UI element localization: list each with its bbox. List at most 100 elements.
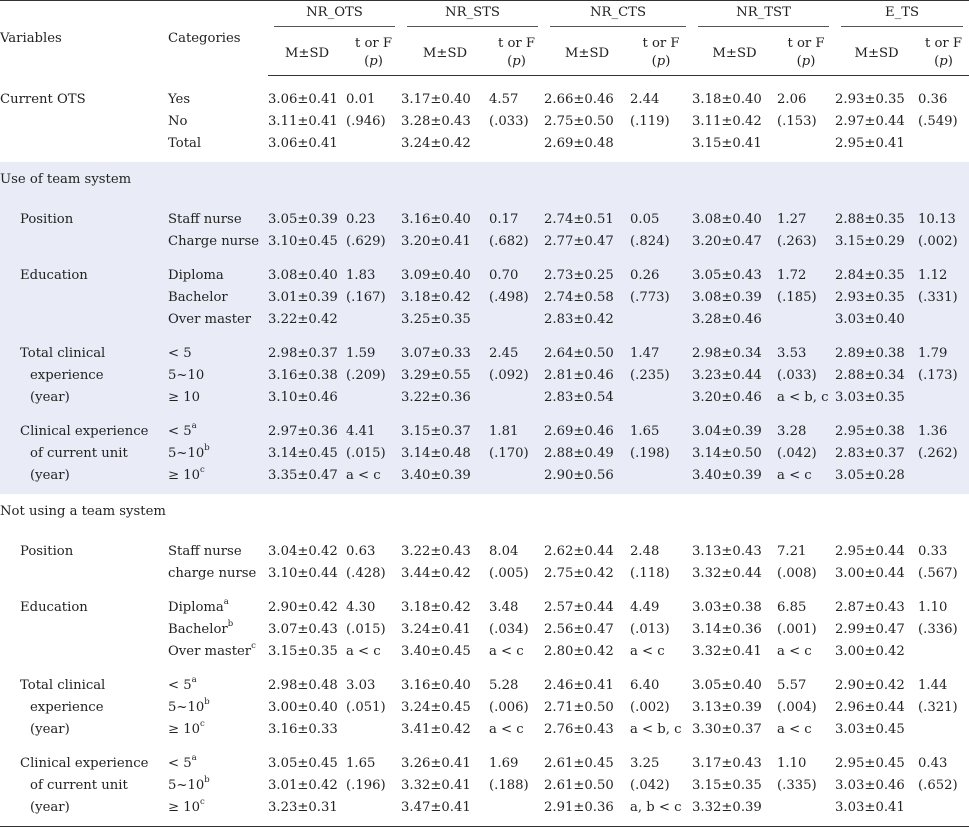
category-label: < 5 [168, 345, 192, 361]
mean-sd-cell: 3.22±0.36 [401, 386, 489, 408]
variable-cell [0, 286, 168, 308]
stat-cell: 3.03 [346, 677, 376, 693]
mean-sd-cell: 3.14±0.50 [692, 442, 778, 464]
mean-sd-cell: 2.95±0.44 [835, 543, 905, 559]
mean-sd-cell: 2.97±0.44 [835, 113, 905, 129]
mean-sd-cell: 2.76±0.43 [544, 721, 614, 737]
category-cell: 5~10b [168, 696, 268, 718]
mean-sd-cell: 2.97±0.36 [268, 420, 346, 442]
p-symbol: p [656, 54, 666, 69]
mean-sd-cell: 3.35±0.47 [268, 464, 346, 486]
stat-cell: 6.40 [630, 677, 660, 693]
stat-cell: a < c [777, 464, 836, 486]
stat-cell [489, 132, 544, 154]
category-label: Diploma [168, 267, 224, 283]
p-label: (p) [489, 53, 544, 71]
stat-cell [918, 796, 969, 818]
stat-cell [346, 132, 401, 154]
table-row: charge nurse 3.10±0.44 (.428) 3.44±0.42 (.00… [0, 562, 969, 584]
p-label: (p) [346, 53, 401, 71]
stat-cell: 1.27 [777, 208, 836, 230]
mean-sd-cell: 3.05±0.43 [692, 264, 778, 286]
subheader-row: M±SD t or F (p) M±SD t or F (p) M±SD t or F (p) M… [0, 31, 969, 76]
mean-sd-cell: 2.73±0.25 [544, 264, 630, 286]
spacer-row [0, 154, 969, 162]
stat-cell: (.498) [489, 286, 544, 308]
mean-sd-cell: 3.23±0.44 [692, 364, 778, 386]
category-superscript: a [191, 753, 197, 764]
table-row: Clinical experience < 5a 2.97±0.36 4.41 3.15… [0, 420, 969, 442]
spacer-row [0, 408, 969, 420]
mean-sd-cell: 2.62±0.44 [544, 543, 614, 559]
mean-sd-cell: 3.14±0.45 [268, 442, 346, 464]
mean-sd-cell: 3.06±0.41 [268, 91, 338, 107]
stat-cell: (.188) [489, 777, 529, 793]
mean-sd-cell: 3.00±0.40 [268, 699, 338, 715]
category-label: Bachelor [168, 621, 228, 637]
spacer-row [0, 330, 969, 342]
stat-cell: (.004) [777, 699, 817, 715]
msd-header: M±SD [692, 31, 778, 76]
category-cell: 5~10b [168, 442, 268, 464]
stat-cell: (.001) [777, 621, 817, 637]
stat-cell: a < c [346, 464, 401, 486]
group-header: NR_STS [401, 0, 544, 31]
stat-cell: 1.36 [918, 420, 969, 442]
mean-sd-cell: 3.13±0.39 [692, 699, 762, 715]
msd-header: M±SD [268, 31, 346, 76]
table-row: (year) ≥ 10c 3.16±0.33 3.41±0.42 a < c 2.76±0… [0, 718, 969, 740]
p-symbol: p [801, 54, 811, 69]
stat-cell [489, 386, 544, 408]
category-superscript: b [227, 619, 234, 630]
stat-cell: 1.59 [346, 342, 401, 364]
stat-cell: 2.06 [777, 91, 807, 107]
category-cell: < 5a [168, 752, 268, 774]
category-cell: 5~10b [168, 774, 268, 796]
variable-cell [0, 618, 168, 640]
stat-cell: 5.57 [777, 677, 807, 693]
variable-cell: (year) [0, 464, 168, 486]
tf-header: t or F (p) [630, 31, 693, 76]
mean-sd-cell: 2.69±0.46 [544, 420, 630, 442]
category-label: No [168, 113, 188, 129]
category-superscript: c [200, 465, 205, 476]
mean-sd-cell: 3.16±0.40 [401, 677, 471, 693]
mean-sd-cell: 3.41±0.42 [401, 721, 471, 737]
stat-cell: (.051) [346, 699, 386, 715]
stat-cell: 4.41 [346, 420, 401, 442]
category-label: < 5 [168, 677, 192, 693]
paren-close: ) [810, 54, 816, 69]
paren-close: ) [947, 54, 953, 69]
section-title: Not using a team system [0, 503, 166, 519]
category-cell: < 5a [168, 420, 268, 442]
table-row: Charge nurse 3.10±0.45 (.629) 3.20±0.41 (.68… [0, 230, 969, 252]
mean-sd-cell: 3.15±0.29 [835, 230, 919, 252]
category-superscript: a [191, 675, 197, 686]
table-row: Total 3.06±0.41 3.24±0.42 2.69±0.48 3.15±0.4… [0, 132, 969, 154]
category-label: Staff nurse [168, 543, 242, 559]
stat-cell: (.005) [489, 565, 529, 581]
mean-sd-cell: 3.05±0.45 [268, 755, 338, 771]
stat-cell: 1.65 [630, 420, 693, 442]
stat-cell: 1.44 [918, 677, 948, 693]
paren-open: ( [507, 54, 513, 69]
spacer-row [0, 76, 969, 89]
mean-sd-cell: 3.05±0.39 [268, 208, 346, 230]
category-cell: < 5 [168, 342, 268, 364]
mean-sd-cell: 3.32±0.44 [692, 565, 762, 581]
variable-cell [0, 132, 168, 154]
stat-cell: (.235) [630, 364, 693, 386]
mean-sd-cell: 3.00±0.44 [835, 565, 905, 581]
stat-cell: a < c [489, 643, 524, 659]
stat-cell: (.118) [630, 565, 670, 581]
p-symbol: p [939, 54, 948, 69]
mean-sd-cell: 3.24±0.41 [401, 621, 471, 637]
mean-sd-cell: 3.16±0.33 [268, 721, 338, 737]
mean-sd-cell: 2.83±0.37 [835, 442, 919, 464]
mean-sd-cell: 2.71±0.50 [544, 699, 614, 715]
category-cell: charge nurse [168, 562, 268, 584]
mean-sd-cell: 2.90±0.56 [544, 464, 630, 486]
stat-cell: (.336) [918, 621, 958, 637]
mean-sd-cell: 3.40±0.39 [401, 464, 489, 486]
table-row: Position Staff nurse 3.05±0.39 0.23 3.16±0.4… [0, 208, 969, 230]
